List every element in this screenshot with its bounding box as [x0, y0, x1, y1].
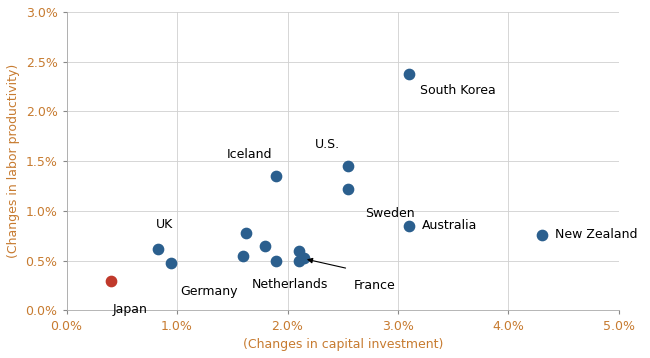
Point	[153, 246, 163, 252]
Point	[260, 243, 270, 249]
Text: UK: UK	[156, 218, 174, 231]
Text: Japan: Japan	[113, 303, 148, 315]
Point	[343, 186, 354, 192]
Point	[299, 255, 309, 261]
Point	[293, 248, 304, 253]
Text: Netherlands: Netherlands	[252, 278, 328, 291]
Text: Germany: Germany	[180, 285, 238, 297]
Point	[238, 253, 248, 258]
Point	[240, 230, 251, 236]
Y-axis label: (Changes in labor productivity): (Changes in labor productivity)	[7, 64, 20, 258]
Text: South Korea: South Korea	[420, 83, 496, 97]
Point	[293, 258, 304, 263]
Point	[271, 173, 281, 179]
Text: U.S.: U.S.	[315, 138, 340, 151]
Point	[271, 258, 281, 263]
Point	[105, 278, 116, 284]
Point	[343, 163, 354, 169]
Point	[166, 260, 177, 266]
Text: Sweden: Sweden	[365, 207, 415, 220]
X-axis label: (Changes in capital investment): (Changes in capital investment)	[242, 338, 443, 351]
Text: France: France	[354, 279, 396, 292]
Point	[536, 232, 547, 238]
Text: Iceland: Iceland	[227, 148, 272, 161]
Point	[404, 71, 414, 77]
Text: New Zealand: New Zealand	[555, 228, 638, 241]
Point	[404, 223, 414, 229]
Text: Australia: Australia	[422, 219, 478, 232]
